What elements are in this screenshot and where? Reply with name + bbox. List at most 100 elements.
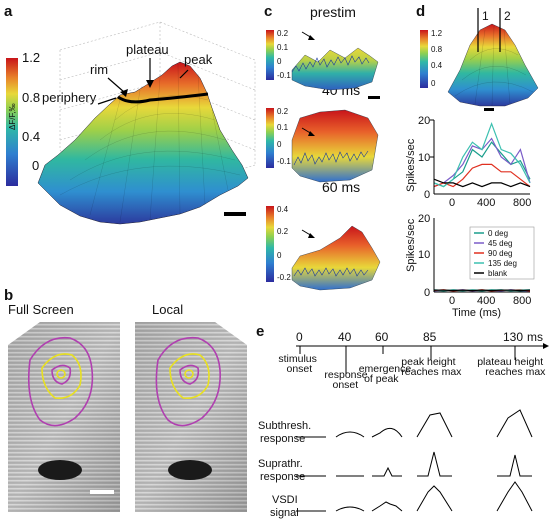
- panel-b-title-full: Full Screen: [8, 302, 74, 317]
- line-plot-bottom: 20 10 0 Spikes/sec 0 400 800 Time (ms) 0…: [405, 213, 535, 319]
- plot-top-xt2: 800: [513, 197, 531, 209]
- plot-top-ylabel: Spikes/sec: [405, 138, 417, 192]
- cbar-c0-t2: 0: [277, 57, 282, 66]
- colorbar-c-1: [266, 108, 274, 168]
- cbar-c1-t1: 0.1: [277, 123, 289, 132]
- plot-bottom-xt0: 0: [449, 295, 455, 307]
- arrowhead-rim: [120, 89, 128, 97]
- colorbar-c-0: [266, 30, 274, 80]
- cbar-a-tick-3: 0: [32, 158, 39, 173]
- timeline-tick-label-85: 85: [423, 330, 437, 344]
- surface-mound: [37, 61, 249, 225]
- panel-d: d 1.2 0.8 0.4 0 1 2 20 10 0 Spikes/sec 0…: [405, 3, 539, 319]
- wave-sub-4: [496, 409, 533, 438]
- waveforms-subthresh: [296, 409, 533, 438]
- plot-bottom-yt1: 10: [418, 249, 430, 261]
- wave-sup-4: [497, 454, 532, 477]
- cbar-c2-t1: 0.2: [277, 227, 289, 236]
- cbar-d-t1: 0.8: [431, 45, 443, 54]
- panel-e: e ms 0 40 60 85 130 stimulus onset response ons…: [256, 323, 549, 519]
- panel-b-title-local: Local: [152, 302, 183, 317]
- scale-bar-b: [90, 490, 114, 494]
- wave-vsdi-2: [371, 501, 403, 512]
- timeline-tick-label-40: 40: [338, 330, 352, 344]
- panel-label-a: a: [4, 3, 13, 20]
- cbar-a-tick-0: 1.2: [22, 50, 40, 65]
- plot-top-xt0: 0: [449, 197, 455, 209]
- cbar-c1-t3: -0.1: [277, 157, 291, 166]
- panel-label-e: e: [256, 323, 264, 340]
- colorbar-a: [6, 58, 18, 186]
- contours-full: [27, 336, 94, 427]
- rim-outline: [117, 92, 209, 104]
- timeline-unit: ms: [527, 330, 543, 344]
- panel-label-c: c: [264, 3, 272, 20]
- plot-top-series-90-deg: [433, 163, 531, 188]
- contours-local: [155, 336, 221, 427]
- cbar-c2-t0: 0.4: [277, 205, 289, 214]
- panel-label-d: d: [416, 3, 425, 20]
- plot-top-series-blank: [433, 178, 531, 188]
- panel-c-title-0: prestim: [310, 4, 356, 20]
- wave-vsdi-4: [496, 481, 533, 512]
- timeline-event-4: plateau height reaches max: [477, 356, 546, 378]
- marker-label-1: 1: [482, 9, 489, 23]
- cbar-d-t3: 0: [431, 79, 436, 88]
- plot-bottom-yt2: 0: [424, 287, 430, 299]
- arrow-rim: [107, 77, 125, 93]
- legend-label-90-deg: 90 deg: [488, 249, 512, 258]
- panel-a: a 1.2 0.8 0.4 0 ΔF/F,‰: [4, 3, 256, 225]
- panel-label-b: b: [4, 287, 13, 304]
- plot-top-yt2: 0: [424, 189, 430, 201]
- marker-label-2: 2: [504, 9, 511, 23]
- row-label-vsdi: VSDI signal: [270, 494, 301, 519]
- cbar-c2-t2: 0: [277, 251, 282, 260]
- annot-plateau: plateau: [126, 42, 169, 57]
- plot-bottom-xt2: 800: [513, 295, 531, 307]
- wave-sub-2: [371, 427, 403, 438]
- plot-top-yt0: 20: [418, 115, 430, 127]
- timeline-arrowhead: [543, 343, 549, 349]
- timeline-tick-label-60: 60: [375, 330, 389, 344]
- surface-d: [447, 23, 539, 107]
- timeline-event-1: response onset: [324, 369, 367, 391]
- timeline-tick-label-0: 0: [296, 330, 303, 344]
- cbar-c2-t3: -0.2: [277, 273, 291, 282]
- panel-c: c prestim 40 ms 60 ms 0.2 0.1 0 -0.1 0.2…: [264, 3, 381, 291]
- arrow-periphery: [97, 97, 117, 105]
- surface-prestim: [291, 47, 379, 91]
- annot-peak: peak: [184, 52, 213, 67]
- timeline-ticks: 0 40 60 85 130: [296, 330, 523, 374]
- arrowhead-plateau: [146, 80, 154, 88]
- cbar-c0-t3: -0.1: [277, 71, 291, 80]
- vessel-dark-local: [168, 460, 212, 480]
- scale-bar-a: [224, 212, 246, 216]
- timeline-event-3: peak height reaches max: [401, 356, 462, 378]
- wave-vsdi-1: [335, 506, 365, 512]
- wave-sup-3: [417, 451, 452, 477]
- annot-periphery: periphery: [42, 90, 97, 105]
- legend-label-blank: blank: [488, 269, 508, 278]
- cbar-a-tick-1: 0.8: [22, 90, 40, 105]
- colorbar-d: [420, 30, 428, 88]
- wave-sup-2: [372, 466, 402, 477]
- legend-label-135-deg: 135 deg: [488, 259, 517, 268]
- surface-60ms: [291, 225, 381, 291]
- legend-label-0-deg: 0 deg: [488, 229, 508, 238]
- cbar-c1-t2: 0: [277, 140, 282, 149]
- panel-b: b Full Screen Local: [4, 287, 247, 512]
- scale-bar-c: [368, 96, 380, 99]
- plot-bottom-series-group: [433, 289, 531, 292]
- wave-vsdi-3: [416, 485, 453, 512]
- colorbar-c-2: [266, 206, 274, 282]
- plot-top-series-135-deg: [433, 121, 531, 188]
- cbar-c0-t0: 0.2: [277, 29, 289, 38]
- timeline-event-2: emergence of peak: [359, 363, 412, 385]
- timeline-tick-label-130: 130: [503, 330, 523, 344]
- cbar-d-t0: 1.2: [431, 29, 443, 38]
- waveforms-vsdi: [296, 481, 533, 512]
- plot-bottom-yt0: 20: [418, 213, 430, 225]
- plot-bottom-xt1: 400: [477, 295, 495, 307]
